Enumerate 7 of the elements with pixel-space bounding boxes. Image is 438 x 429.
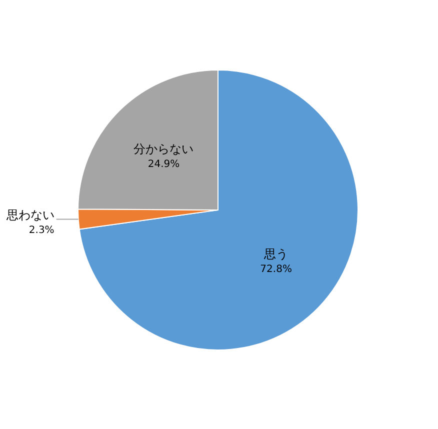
data-label: 24.9% — [148, 158, 180, 170]
slice-label: 思わない — [5, 208, 54, 222]
slice-label: 分からない — [134, 142, 194, 156]
slice-label: 思う — [263, 247, 288, 262]
pie-slice — [78, 70, 358, 350]
data-label: 72.8% — [260, 264, 292, 276]
data-label: 2.3% — [28, 224, 54, 236]
